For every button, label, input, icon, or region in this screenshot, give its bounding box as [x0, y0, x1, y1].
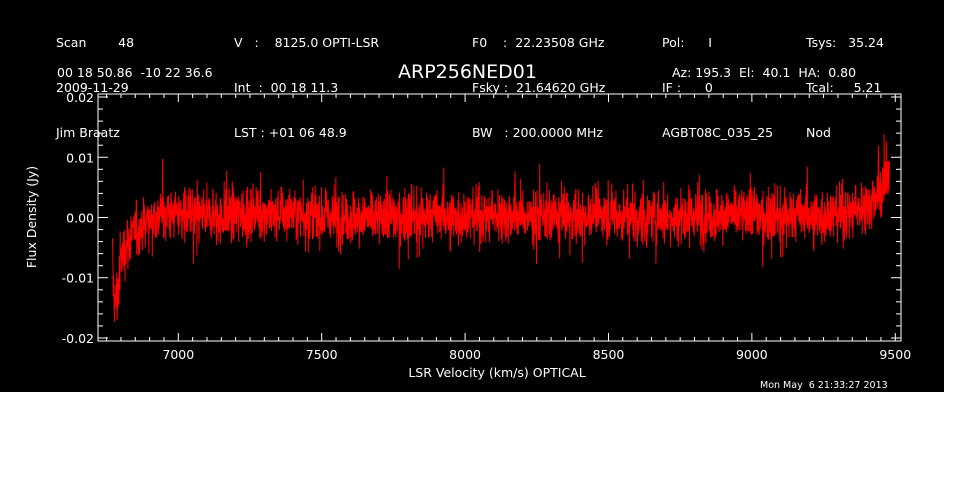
timestamp-text: Mon May 6 21:33:27 2013 — [760, 380, 888, 391]
velocity-line: V : 8125.0 OPTI-LSR — [234, 35, 380, 50]
lst-line: LST : +01 06 48.9 — [234, 125, 347, 140]
bandwidth-line: BW : 200.0000 MHz — [472, 125, 603, 140]
y-tick-label: 0.02 — [66, 90, 94, 105]
spectrum-trace-group — [111, 134, 890, 322]
y-tick-label: -0.01 — [62, 271, 94, 286]
y-axis-label: Flux Density (Jy) — [24, 166, 39, 268]
header-frequency-info: F0 : 22.23508 GHz Fsky : 21.64620 GHz BW… — [472, 5, 605, 170]
f0-line: F0 : 22.23508 GHz — [472, 35, 605, 50]
y-tick-label: 0.01 — [66, 150, 94, 165]
header-system-info: Tsys: 35.24 Tcal: 5.21 Nod — [806, 5, 884, 170]
x-tick-label: 9500 — [879, 347, 911, 362]
pointing-text: Az: 195.3 El: 40.1 HA: 0.80 — [672, 65, 857, 80]
spectrum-plot: 7000 7500 8000 8500 9000 9500 -0.02 -0.01 0.00 0.… — [24, 90, 912, 380]
project-line: AGBT08C_035_25 — [662, 125, 774, 140]
y-tick-label: -0.02 — [62, 331, 94, 346]
coordinates-text: 00 18 50.86 -10 22 36.6 — [57, 65, 213, 80]
fsky-line: Fsky : 21.64620 GHz — [472, 80, 606, 95]
tcal-line: Tcal: 5.21 — [806, 80, 882, 95]
source-title: ARP256NED01 — [398, 61, 537, 83]
x-axis-label: LSR Velocity (km/s) OPTICAL — [408, 365, 585, 380]
tsys-line: Tsys: 35.24 — [806, 35, 884, 50]
spectrum-series-line — [111, 134, 890, 322]
x-tick-label: 7500 — [306, 347, 338, 362]
integration-line: Int : 00 18 11.3 — [234, 80, 339, 95]
if-line: IF : 0 — [662, 80, 713, 95]
x-tick-label: 8500 — [593, 347, 625, 362]
pol-line: Pol: I — [662, 35, 712, 50]
date-line: 2009-11-29 — [56, 80, 129, 95]
plot-window: Scan 48 2009-11-29 Jim Braatz V : 8125.0… — [0, 0, 944, 392]
header-velocity-info: V : 8125.0 OPTI-LSR Int : 00 18 11.3 LST… — [234, 5, 379, 170]
observer-line: Jim Braatz — [56, 125, 120, 140]
header-scan-info: Scan 48 2009-11-29 Jim Braatz — [56, 5, 134, 170]
x-tick-label: 7000 — [162, 347, 194, 362]
axis-ticks: 7000 7500 8000 8500 9000 9500 -0.02 -0.01 0.00 0.… — [62, 90, 912, 362]
scan-line: Scan 48 — [56, 35, 135, 50]
y-tick-label: 0.00 — [66, 211, 94, 226]
x-tick-label: 9000 — [736, 347, 768, 362]
header-polarization-info: Pol: I IF : 0 AGBT08C_035_25 — [662, 5, 773, 170]
mode-line: Nod — [806, 125, 831, 140]
x-tick-label: 8000 — [449, 347, 481, 362]
